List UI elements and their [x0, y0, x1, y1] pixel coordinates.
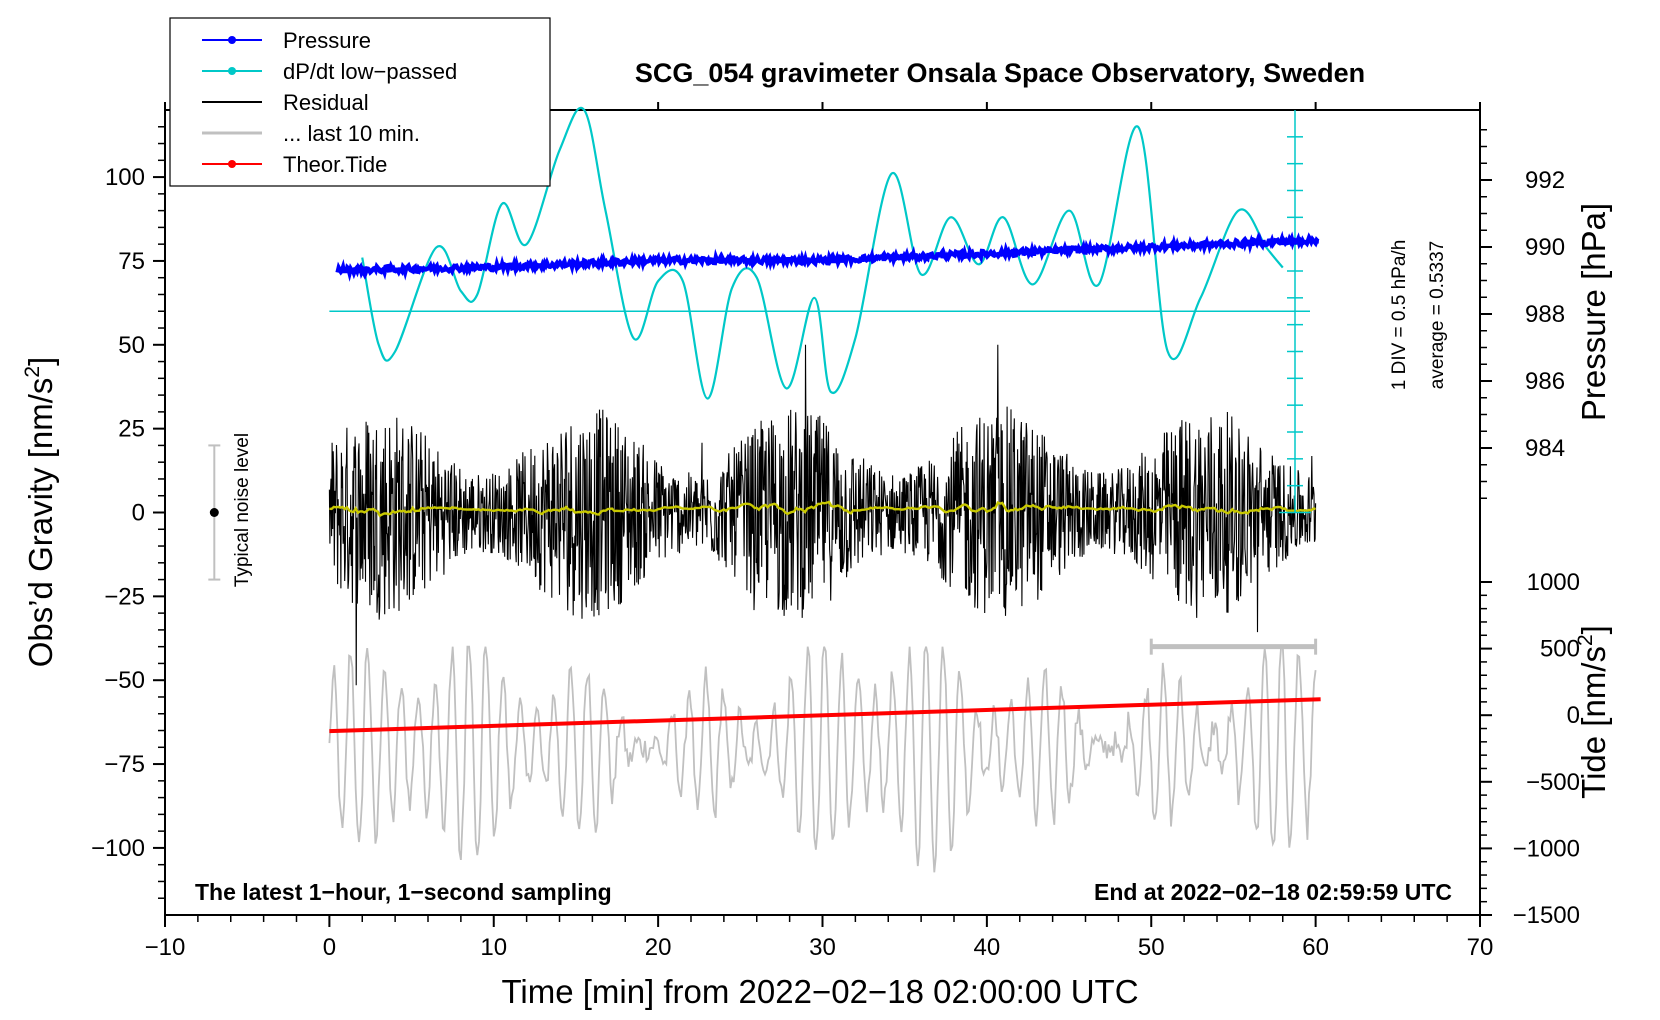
- y-gravity-tick-label: 50: [118, 332, 145, 359]
- chart-title: SCG_054 gravimeter Onsala Space Observat…: [635, 58, 1365, 88]
- residual-trace: [328, 344, 1317, 686]
- y-tide-tick-label: −500: [1526, 769, 1580, 796]
- pressure-trace: [335, 230, 1320, 282]
- theor-tide-line: [329, 697, 1321, 734]
- noise-level-dot: [209, 508, 219, 517]
- y-gravity-tick-label: −100: [91, 835, 145, 862]
- footer-right: End at 2022−02−18 02:59:59 UTC: [1094, 879, 1452, 905]
- last-10-min-trace: [328, 645, 1317, 873]
- y-pressure-tick-label: 986: [1525, 368, 1565, 395]
- legend-marker: [228, 160, 236, 168]
- y-tide-tick-label: −1000: [1513, 835, 1580, 862]
- noise-level-label: Typical noise level: [232, 433, 253, 587]
- x-tick-label: 30: [809, 934, 836, 961]
- y-tide-tick-label: 0: [1567, 702, 1580, 729]
- y-tide-tick-label: −1500: [1513, 902, 1580, 929]
- x-tick-label: 60: [1302, 934, 1329, 961]
- y-axis-label-tide-main: Tide [nm/s: [1575, 646, 1612, 799]
- legend-label: Pressure: [283, 28, 371, 53]
- legend-label: dP/dt low−passed: [283, 59, 457, 84]
- legend-marker: [228, 36, 236, 44]
- y-axis-label-gravity-sup: 2: [21, 366, 44, 378]
- y-axis-label-gravity-end: ]: [22, 357, 59, 366]
- y-gravity-tick-label: 75: [118, 248, 145, 275]
- y-pressure-tick-label: 992: [1525, 167, 1565, 194]
- legend-entries: Pressure dP/dt low−passed Residual ... last…: [202, 28, 457, 177]
- dpdt-lowpassed-curve: [361, 106, 1284, 400]
- legend-label: Residual: [283, 90, 369, 115]
- x-tick-label: −10: [145, 934, 186, 961]
- legend-label: ... last 10 min.: [283, 121, 420, 146]
- y-gravity-tick-label: −25: [104, 583, 145, 610]
- y-tide-tick-label: 1000: [1527, 569, 1580, 596]
- legend-marker: [228, 67, 236, 75]
- y-gravity-tick-label: 0: [132, 500, 145, 527]
- y-axis-label-pressure: Pressure [hPa]: [1575, 203, 1612, 421]
- x-tick-label: 20: [645, 934, 672, 961]
- x-tick-label: 10: [480, 934, 507, 961]
- residual-smoothed-trace: [329, 500, 1316, 518]
- y-axis-label-tide-end: ]: [1575, 625, 1612, 634]
- dpdt-scale-text-1: 1 DIV = 0.5 hPa/h: [1389, 240, 1410, 391]
- legend: Pressure dP/dt low−passed Residual ... last…: [169, 17, 551, 187]
- footer-left: The latest 1−hour, 1−second sampling: [195, 879, 612, 905]
- y-axis-label-gravity: Obs’d Gravity [nm/s2]: [21, 357, 59, 668]
- y-axis-label-tide: Tide [nm/s2]: [1574, 625, 1612, 799]
- y-tide-tick-label: 500: [1540, 636, 1580, 663]
- y-axis-label-gravity-main: Obs’d Gravity [nm/s: [22, 378, 59, 668]
- y-pressure-tick-label: 984: [1525, 435, 1565, 462]
- y-gravity-tick-label: −75: [104, 751, 145, 778]
- x-tick-label: 40: [974, 934, 1001, 961]
- x-axis-label: Time [min] from 2022−02−18 02:00:00 UTC: [501, 973, 1138, 1010]
- y-gravity-tick-label: 100: [105, 164, 145, 191]
- x-tick-label: 0: [323, 934, 336, 961]
- series-layer: [208, 106, 1321, 873]
- dpdt-scale-text-2: average = 0.5337: [1427, 241, 1448, 389]
- y-gravity-tick-label: 25: [118, 416, 145, 443]
- y-axis-label-tide-sup: 2: [1574, 634, 1597, 646]
- y-gravity-tick-label: −50: [104, 667, 145, 694]
- x-tick-label: 50: [1138, 934, 1165, 961]
- axis-ticks: −10 0 10 20 30 40 50 60 701007550250−25−50−75−10…: [91, 102, 1580, 961]
- y-pressure-tick-label: 988: [1525, 301, 1565, 328]
- legend-label: Theor.Tide: [283, 152, 387, 177]
- x-tick-label: 70: [1467, 934, 1494, 961]
- y-pressure-tick-label: 990: [1525, 234, 1565, 261]
